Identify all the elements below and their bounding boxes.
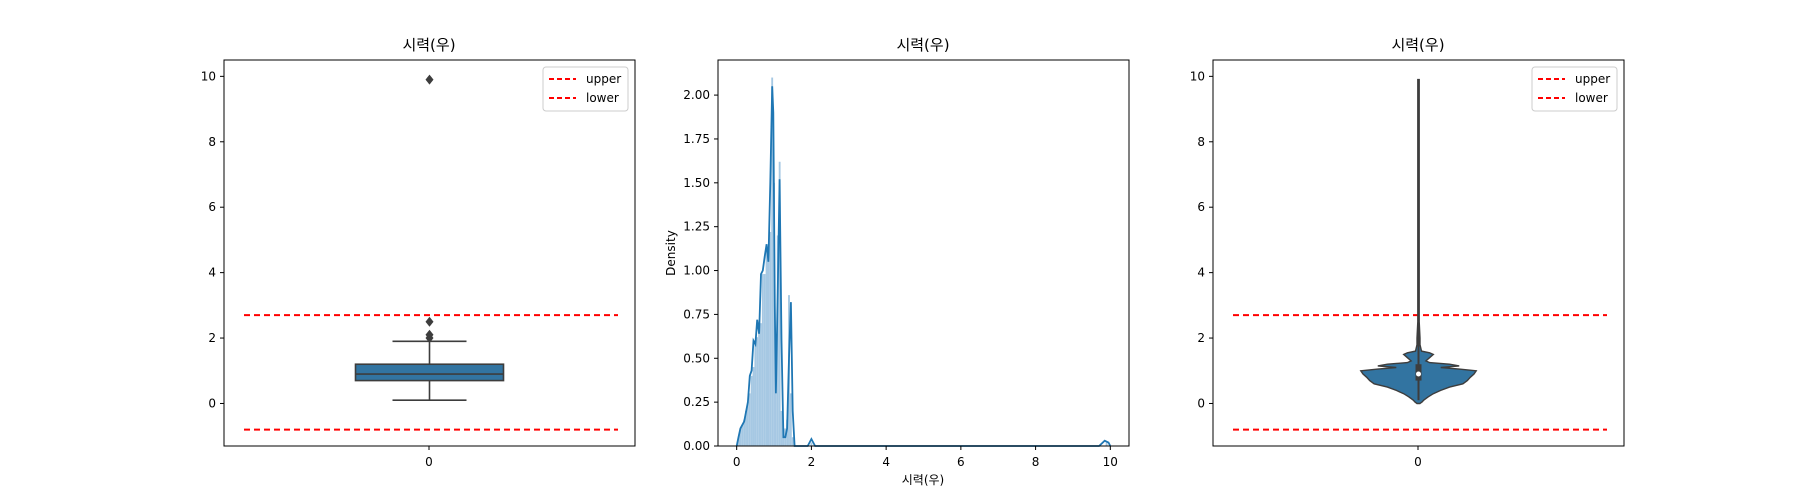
histogram-bar <box>760 323 762 446</box>
iqr-box <box>354 363 505 382</box>
histogram-bar <box>765 244 768 446</box>
histogram-bar <box>756 337 759 446</box>
y-tick-label: 8 <box>1197 135 1205 149</box>
legend-frame <box>542 66 629 112</box>
y-tick-label: 8 <box>208 135 216 149</box>
plot-frame <box>717 59 1130 447</box>
histogram-bar <box>750 375 753 446</box>
y-tick-label: 6 <box>208 200 216 214</box>
histogram-bars <box>737 77 1108 446</box>
y-tick-label: 0 <box>1197 396 1205 410</box>
plot-frame <box>223 59 636 447</box>
y-axis-ticks: 0 2 4 6 8 10 <box>201 69 224 410</box>
x-axis-ticks: 0 <box>1414 446 1422 469</box>
histogram-bar <box>769 231 772 446</box>
x-tick-label: 0 <box>1414 455 1422 469</box>
histogram-bar <box>748 393 751 446</box>
x-tick-label: 0 <box>733 455 741 469</box>
violin-element <box>1359 78 1478 405</box>
y-tick-label: 2 <box>1197 331 1205 345</box>
x-axis-ticks: 0 <box>425 446 433 469</box>
y-tick-label: 1.00 <box>683 264 710 278</box>
histogram-bar <box>791 437 794 446</box>
plot-frame <box>1212 59 1625 447</box>
kde-curve <box>735 86 1112 447</box>
x-axis-ticks: 0 2 4 6 8 10 <box>733 446 1118 469</box>
histogram-bar <box>741 424 744 446</box>
y-tick-label: 6 <box>1197 200 1205 214</box>
histogram-bar <box>761 274 764 446</box>
histogram-bar <box>776 235 779 446</box>
violin-median-dot <box>1416 371 1421 377</box>
outlier-point <box>425 329 434 340</box>
histogram-bar <box>789 393 792 446</box>
chart-title: 시력(우) <box>402 36 455 54</box>
legend-label-upper: upper <box>1575 72 1610 86</box>
histogram-bar <box>780 410 783 446</box>
legend: upper lower <box>1531 66 1618 112</box>
histogram-bar <box>758 331 761 446</box>
histogram-bar <box>774 393 777 446</box>
outlier-point <box>425 74 434 85</box>
x-tick-label: 2 <box>808 455 816 469</box>
box-element <box>354 74 505 402</box>
y-tick-label: 2.00 <box>683 88 710 102</box>
histogram-bar <box>763 274 766 446</box>
histogram-bar <box>754 340 757 446</box>
y-tick-label: 1.50 <box>683 176 710 190</box>
y-tick-label: 0.50 <box>683 351 710 365</box>
histogram-bar <box>771 77 774 446</box>
x-axis-label: 시력(우) <box>902 473 944 487</box>
histogram-bar <box>810 442 813 446</box>
x-tick-label: 4 <box>882 455 890 469</box>
histogram-bar <box>767 261 770 446</box>
histogram-bar <box>737 437 740 446</box>
x-tick-label: 10 <box>1103 455 1118 469</box>
y-tick-label: 10 <box>1190 69 1205 83</box>
x-tick-label: 0 <box>425 455 433 469</box>
histogram-bar <box>786 419 789 446</box>
x-tick-label: 6 <box>957 455 965 469</box>
y-tick-label: 4 <box>208 266 216 280</box>
chart-title: 시력(우) <box>1391 36 1444 54</box>
y-axis-label: Density <box>664 230 678 276</box>
legend-frame <box>1531 66 1618 112</box>
histogram-bar <box>752 367 755 446</box>
y-tick-label: 0 <box>208 396 216 410</box>
histogram-bar <box>746 402 749 446</box>
y-tick-label: 0.25 <box>683 395 710 409</box>
y-tick-label: 1.75 <box>683 132 710 146</box>
histogram-bar <box>743 419 746 446</box>
legend-label-lower: lower <box>1575 91 1608 105</box>
y-tick-label: 0.00 <box>683 439 710 453</box>
legend-label-lower: lower <box>586 91 619 105</box>
histogram-bar <box>778 161 781 446</box>
reference-lines <box>244 314 618 431</box>
panel-distplot: 시력(우) 0.00 0.25 0.50 0.75 1.00 1.25 1.50 1.75 2.… <box>664 36 1130 487</box>
histogram-bar <box>745 410 747 446</box>
y-axis-ticks: 0 2 4 6 8 10 <box>1190 69 1213 410</box>
outlier-point <box>425 316 434 327</box>
x-tick-label: 8 <box>1032 455 1040 469</box>
legend: upper lower <box>542 66 629 112</box>
y-axis-ticks: 0.00 0.25 0.50 0.75 1.00 1.25 1.50 1.75 2.00 <box>683 88 718 453</box>
y-tick-label: 1.25 <box>683 220 710 234</box>
chart-title: 시력(우) <box>896 36 949 54</box>
reference-lines <box>1233 314 1607 431</box>
y-tick-label: 4 <box>1197 266 1205 280</box>
legend-label-upper: upper <box>586 72 621 86</box>
histogram-bar <box>739 428 742 446</box>
y-tick-label: 0.75 <box>683 307 710 321</box>
panel-boxplot: 시력(우) 0 2 4 6 8 10 0 upper lower <box>201 36 636 469</box>
histogram-bar <box>1105 442 1108 446</box>
y-tick-label: 2 <box>208 331 216 345</box>
panel-violinplot: 시력(우) 0 2 4 6 8 10 0 upper lower <box>1190 36 1625 469</box>
kde-line <box>735 86 1112 447</box>
y-tick-label: 10 <box>201 69 216 83</box>
